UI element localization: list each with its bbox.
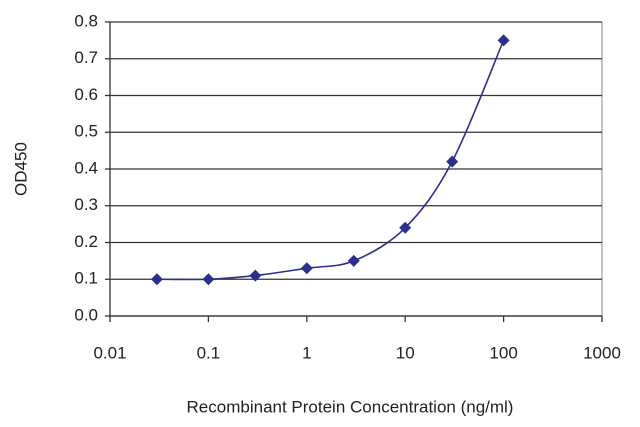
x-tick-label: 0.1 — [197, 343, 221, 362]
y-tick-label: 0.4 — [74, 158, 98, 177]
data-marker — [300, 262, 313, 275]
y-tick-label: 0.2 — [74, 232, 98, 251]
x-tick-label: 1000 — [583, 343, 621, 362]
y-tick-label: 0.0 — [74, 305, 98, 324]
x-tick-label: 0.01 — [93, 343, 126, 362]
y-axis-label: OD450 — [11, 142, 30, 196]
data-marker — [347, 254, 360, 267]
x-tick-label: 10 — [396, 343, 415, 362]
x-axis-label: Recombinant Protein Concentration (ng/ml… — [187, 397, 514, 416]
y-tick-label: 0.7 — [74, 48, 98, 67]
y-tick-label: 0.1 — [74, 269, 98, 288]
data-marker — [249, 269, 262, 282]
y-tick-label: 0.8 — [74, 11, 98, 30]
data-marker — [497, 34, 510, 47]
y-tick-label: 0.6 — [74, 85, 98, 104]
x-tick-label: 100 — [489, 343, 517, 362]
x-tick-label: 1 — [302, 343, 311, 362]
y-tick-label: 0.5 — [74, 122, 98, 141]
data-marker — [399, 221, 412, 234]
y-tick-label: 0.3 — [74, 195, 98, 214]
data-marker — [446, 155, 459, 168]
data-marker — [202, 273, 215, 286]
data-marker — [150, 273, 163, 286]
